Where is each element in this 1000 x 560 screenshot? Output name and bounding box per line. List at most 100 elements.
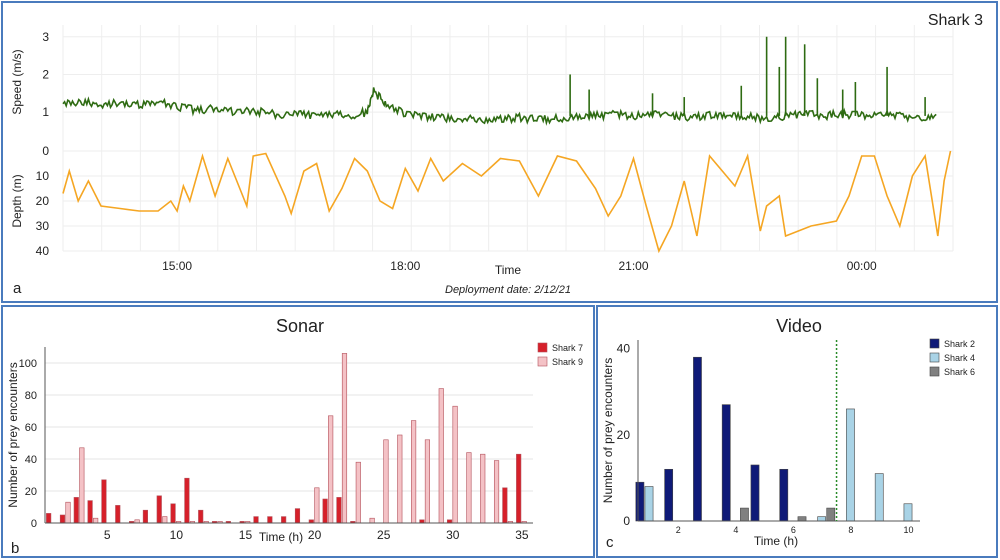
y-tick-label: 40: [25, 454, 37, 466]
legend-swatch: [929, 352, 940, 363]
depth-tick-label: 10: [36, 169, 50, 183]
deployment-date: Deployment date: 2/12/21: [445, 284, 571, 296]
speed-tick-label: 2: [42, 67, 49, 81]
bar: [184, 477, 190, 524]
y-tick-label: 20: [25, 486, 37, 498]
time-tick-label: 18:00: [390, 259, 420, 273]
x-tick-label: 35: [515, 528, 529, 542]
bar: [93, 517, 99, 524]
bar: [322, 498, 328, 524]
legend-label: Shark 4: [944, 353, 975, 363]
bar: [466, 452, 472, 524]
video-panel: 0 20 40 2 4 6 8 10 Time (h) Number of prey encoun…: [596, 305, 998, 558]
x-tick-label: 6: [791, 525, 796, 535]
bar: [411, 420, 417, 524]
time-axis-label: Time: [495, 263, 522, 277]
bar: [826, 507, 836, 522]
depth-tick-label: 20: [36, 194, 50, 208]
panel-letter: b: [11, 540, 19, 557]
legend-swatch: [929, 366, 940, 377]
time-tick-label: 21:00: [618, 259, 648, 273]
y-tick-label: 0: [31, 518, 37, 530]
bar: [874, 473, 884, 522]
bar: [59, 514, 66, 524]
bar: [156, 495, 162, 524]
bar: [341, 353, 348, 524]
bar: [750, 464, 760, 522]
speed-tick-label: 3: [42, 30, 49, 44]
x-tick-label: 2: [676, 525, 681, 535]
bar: [817, 516, 827, 522]
bar: [198, 509, 204, 524]
bar: [664, 468, 674, 522]
dive-profile-panel: 1 2 3 Speed (m/s) 0 10 20 30 40 Depth (m) 15:00 18:…: [1, 1, 998, 303]
bar: [267, 516, 273, 524]
sonar-panel: 0 20 40 60 80 100 5 10 15 20 25 30 35 Time (h) Number …: [1, 305, 595, 558]
x-axis-label: Time (h): [259, 530, 303, 544]
bar: [846, 408, 855, 522]
bar: [46, 513, 52, 524]
bar: [142, 509, 148, 524]
time-tick-label: 15:00: [162, 259, 192, 273]
bar: [493, 460, 500, 524]
panel-letter: a: [13, 280, 22, 297]
chart-title: Sonar: [276, 316, 324, 336]
bar: [328, 415, 334, 524]
bar: [115, 505, 121, 524]
bar: [336, 497, 342, 524]
y-axis-label: Number of prey encounters: [6, 362, 20, 507]
bar: [369, 517, 375, 524]
bar: [797, 516, 807, 522]
bar: [424, 439, 430, 524]
chart-title: Video: [776, 316, 822, 336]
legend-label: Shark 6: [944, 367, 975, 377]
bar: [253, 516, 259, 524]
depth-tick-label: 0: [42, 144, 49, 158]
y-axis-label: Number of prey encounters: [601, 358, 615, 503]
bar: [383, 439, 389, 524]
bar: [65, 501, 71, 524]
x-tick-label: 4: [733, 525, 738, 535]
bar: [516, 453, 522, 524]
time-tick-label: 00:00: [847, 259, 877, 273]
y-tick-label: 60: [25, 422, 37, 434]
bar: [162, 516, 168, 524]
legend-label: Shark 2: [944, 339, 975, 349]
legend-swatch: [929, 338, 940, 349]
sonar-chart: 0 20 40 60 80 100 5 10 15 20 25 30 35 Time (h) Number …: [6, 316, 583, 557]
x-tick-label: 10: [903, 525, 913, 535]
depth-tick-label: 40: [36, 244, 50, 258]
y-tick-label: 40: [617, 342, 631, 356]
bar: [87, 500, 93, 524]
x-tick-label: 10: [170, 528, 184, 542]
x-axis-label: Time (h): [754, 534, 798, 548]
bar: [452, 405, 458, 524]
bar: [903, 503, 913, 522]
bar: [635, 481, 645, 522]
bar: [294, 508, 301, 524]
bar: [314, 487, 320, 524]
bar: [79, 447, 85, 524]
x-tick-label: 25: [377, 528, 391, 542]
chart-title: Shark 3: [928, 12, 983, 29]
depth-line: [62, 150, 952, 254]
bar: [693, 356, 702, 522]
speed-line: [62, 87, 937, 126]
speed-tick-label: 1: [42, 105, 49, 119]
bar: [170, 503, 176, 524]
bar: [502, 487, 508, 524]
x-tick-label: 15: [239, 528, 253, 542]
speed-axis-label: Speed (m/s): [10, 49, 24, 114]
legend-label: Shark 9: [552, 357, 583, 367]
bar: [101, 479, 107, 524]
bar: [355, 461, 361, 524]
bar: [281, 516, 287, 524]
legend-label: Shark 7: [552, 343, 583, 353]
y-tick-label: 100: [19, 358, 37, 370]
x-tick-label: 20: [308, 528, 322, 542]
bar: [644, 486, 654, 522]
video-chart: 0 20 40 2 4 6 8 10 Time (h) Number of prey encoun…: [601, 316, 975, 551]
bar: [438, 388, 444, 524]
y-tick-label: 20: [617, 428, 631, 442]
y-tick-label: 0: [623, 514, 630, 528]
